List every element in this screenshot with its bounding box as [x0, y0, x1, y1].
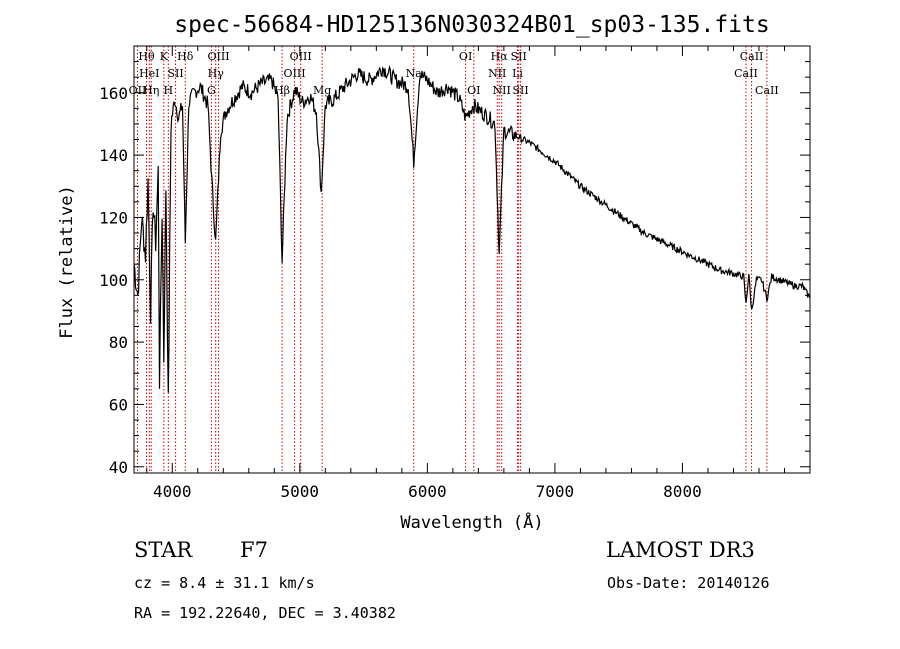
- line-label: OI: [459, 50, 472, 63]
- chart-title: spec-56684-HD125136N030324B01_sp03-135.f…: [174, 12, 769, 38]
- line-label: G: [207, 84, 216, 97]
- line-label: Mg: [313, 84, 331, 97]
- line-label: Hθ: [138, 50, 155, 63]
- line-label: H: [164, 84, 174, 97]
- line-label: OII: [129, 84, 147, 97]
- line-label: SII: [511, 50, 527, 63]
- y-tick-label: 120: [99, 208, 128, 227]
- x-tick-label: 5000: [281, 482, 320, 501]
- spectral-line-labels: OII Hθ HeI Hη K H SII Hδ G Hγ OIII Hβ OIII OIII Mg Na OI…: [129, 50, 779, 97]
- line-label: Na: [406, 67, 423, 80]
- line-label: Li: [512, 67, 523, 80]
- y-tick-label: 40: [109, 458, 128, 477]
- axis-ticks: 4000 5000 6000 7000 8000 40 60 80 100 120 140 160: [99, 46, 810, 501]
- line-label: NII: [493, 84, 511, 97]
- line-label: CaII: [755, 84, 779, 97]
- line-label: OIII: [208, 50, 230, 63]
- line-label: Hγ: [208, 67, 225, 80]
- y-tick-label: 80: [109, 333, 128, 352]
- line-label: Hη: [143, 84, 159, 97]
- line-label: Hδ: [177, 50, 194, 63]
- observation-date: Obs-Date: 20140126: [607, 574, 770, 592]
- y-tick-label: 100: [99, 271, 128, 290]
- x-tick-label: 8000: [663, 482, 702, 501]
- y-tick-label: 140: [99, 146, 128, 165]
- x-tick-label: 4000: [153, 482, 192, 501]
- y-tick-label: 60: [109, 395, 128, 414]
- spectrum-series: [133, 64, 811, 393]
- line-label: CaII: [740, 50, 764, 63]
- y-axis-label: Flux (relative): [57, 185, 77, 339]
- line-label: SII: [512, 84, 528, 97]
- line-label: OIII: [284, 67, 306, 80]
- line-label: NII: [488, 67, 506, 80]
- spectral-line-markers: [136, 46, 768, 473]
- survey-name: LAMOST DR3: [606, 538, 755, 562]
- y-tick-label: 160: [99, 84, 128, 103]
- line-label: OIII: [290, 50, 312, 63]
- x-tick-label: 7000: [536, 482, 575, 501]
- line-label: HeI: [139, 67, 159, 80]
- object-class: STAR: [134, 538, 193, 562]
- line-label: SII: [167, 67, 183, 80]
- line-label: Hβ: [274, 84, 290, 97]
- line-label: CaII: [734, 67, 758, 80]
- x-axis-label: Wavelength (Å): [400, 511, 543, 533]
- line-label: K: [160, 50, 169, 63]
- redshift-line: cz = 8.4 ± 31.1 km/s: [134, 574, 315, 592]
- plot-frame: [133, 45, 811, 474]
- coordinates-line: RA = 192.22640, DEC = 3.40382: [134, 604, 396, 622]
- x-tick-label: 6000: [408, 482, 447, 501]
- object-subclass: F7: [240, 538, 268, 562]
- line-label: OI: [467, 84, 480, 97]
- line-label: Hα: [491, 50, 509, 63]
